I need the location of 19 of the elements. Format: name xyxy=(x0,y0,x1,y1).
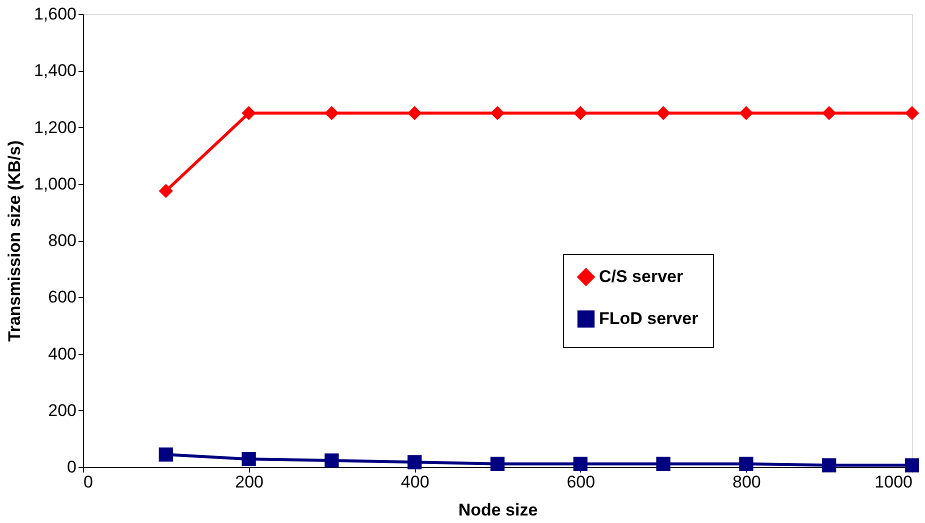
y-tick-label: 1,400 xyxy=(34,61,76,80)
y-tick-label: 1,200 xyxy=(34,118,76,137)
y-tick-label: 1,000 xyxy=(34,174,76,194)
legend-label: C/S server xyxy=(599,267,684,286)
y-axis-title: Transmission size (KB/s) xyxy=(4,140,24,342)
x-axis-title: Node size xyxy=(458,500,538,520)
y-tick-label: 800 xyxy=(48,231,76,250)
x-tick-label: 600 xyxy=(566,472,596,492)
x-tick-label: 1000 xyxy=(874,472,912,492)
x-tick-label: 800 xyxy=(732,472,761,492)
y-tick-label: 1,600 xyxy=(34,4,76,24)
x-tick-label: 400 xyxy=(400,472,430,492)
y-tick-label: 0 xyxy=(67,458,76,476)
y-tick-label: 600 xyxy=(48,288,76,307)
legend-label: FLoD server xyxy=(599,309,699,328)
x-tick-label: 0 xyxy=(84,472,93,492)
y-tick-label: 200 xyxy=(48,400,76,420)
x-tick-label: 200 xyxy=(235,472,264,492)
y-tick-label: 400 xyxy=(48,344,76,364)
